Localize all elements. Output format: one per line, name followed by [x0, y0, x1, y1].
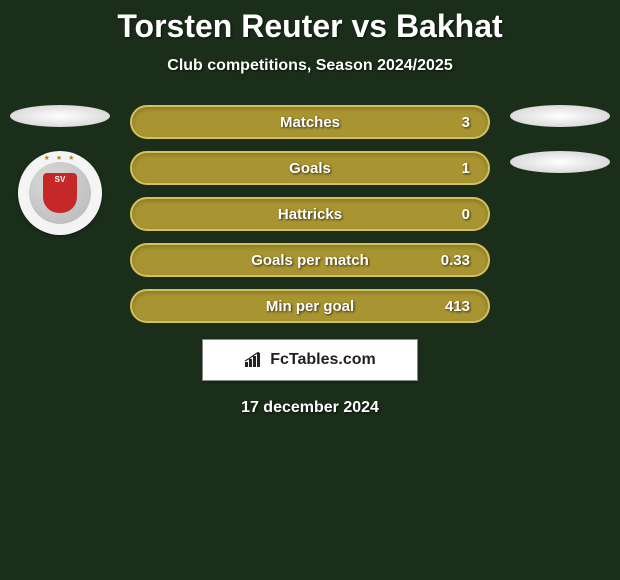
stat-label: Goals per match — [132, 252, 488, 269]
stat-value-right: 0 — [462, 206, 470, 223]
stat-label: Matches — [132, 114, 488, 131]
club-shield-icon: SV — [43, 173, 77, 213]
subtitle: Club competitions, Season 2024/2025 — [0, 57, 620, 75]
date-text: 17 december 2024 — [0, 399, 620, 417]
stat-label: Hattricks — [132, 206, 488, 223]
stat-value-right: 1 — [462, 160, 470, 177]
stat-row-goals-per-match: Goals per match 0.33 — [130, 243, 490, 277]
player-placeholder-ellipse — [510, 105, 610, 127]
page-title: Torsten Reuter vs Bakhat — [0, 0, 620, 45]
brand-attribution: FcTables.com — [202, 339, 418, 381]
stats-rows: Matches 3 Goals 1 Hattricks 0 Goals per … — [130, 105, 490, 323]
player-placeholder-ellipse — [510, 151, 610, 173]
left-player-col: ★ ★ ★ SV — [10, 105, 110, 235]
stat-row-matches: Matches 3 — [130, 105, 490, 139]
stat-label: Goals — [132, 160, 488, 177]
stat-value-right: 3 — [462, 114, 470, 131]
club-logo-inner: SV — [29, 162, 91, 224]
club-initials: SV — [55, 176, 66, 184]
club-logo: ★ ★ ★ SV — [18, 151, 102, 235]
brand-text: FcTables.com — [270, 351, 376, 369]
club-stars-icon: ★ ★ ★ — [44, 154, 77, 162]
stat-value-right: 413 — [445, 298, 470, 315]
player-placeholder-ellipse — [10, 105, 110, 127]
bar-chart-icon — [244, 352, 264, 368]
stat-label: Min per goal — [132, 298, 488, 315]
stat-row-min-per-goal: Min per goal 413 — [130, 289, 490, 323]
comparison-content: ★ ★ ★ SV Matches 3 Goals 1 Hattricks 0 G… — [0, 105, 620, 417]
stat-value-right: 0.33 — [441, 252, 470, 269]
stat-row-goals: Goals 1 — [130, 151, 490, 185]
right-player-col — [510, 105, 610, 197]
stat-row-hattricks: Hattricks 0 — [130, 197, 490, 231]
